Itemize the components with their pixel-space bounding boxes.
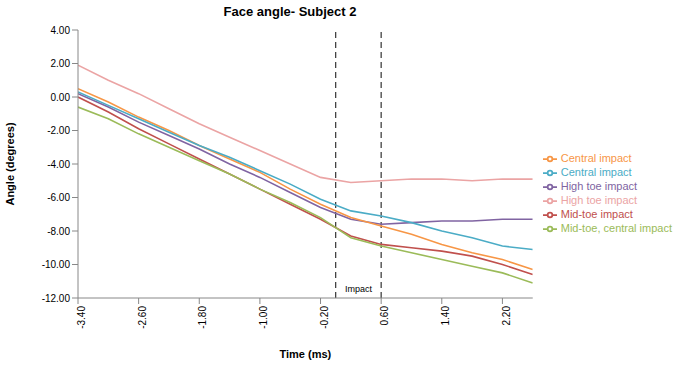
- svg-text:-12.00: -12.00: [42, 293, 71, 304]
- svg-text:1.40: 1.40: [440, 306, 451, 326]
- svg-text:-2.00: -2.00: [47, 125, 70, 136]
- svg-text:0.60: 0.60: [379, 306, 390, 326]
- html-text:Mid-toe, central impact: Mid-toe, central impact: [560, 222, 672, 235]
- svg-text:-3.40: -3.40: [76, 306, 87, 329]
- svg-text:-0.20: -0.20: [319, 306, 330, 329]
- svg-text:Impact: Impact: [345, 284, 373, 294]
- svg-text:-4.00: -4.00: [47, 159, 70, 170]
- svg-text:2.00: 2.00: [51, 58, 71, 69]
- svg-text:2.20: 2.20: [501, 306, 512, 326]
- html-text:Central impact: Central impact: [560, 165, 632, 178]
- svg-text:-2.60: -2.60: [137, 306, 148, 329]
- html-text:Face angle- Subject 2: Face angle- Subject 2: [223, 4, 357, 19]
- html-text:Central impact: Central impact: [560, 151, 632, 164]
- html-text:High toe impact: High toe impact: [560, 194, 638, 206]
- svg-text:Time (ms): Time (ms): [279, 348, 331, 360]
- svg-text:4.00: 4.00: [51, 25, 71, 36]
- html-text:High toe impact: High toe impact: [560, 179, 638, 192]
- html-text:Mid-toe impact: Mid-toe impact: [560, 208, 633, 221]
- svg-text:0.00: 0.00: [51, 92, 71, 103]
- svg-text:-10.00: -10.00: [42, 259, 71, 270]
- svg-text:-1.00: -1.00: [258, 306, 269, 329]
- svg-text:-6.00: -6.00: [47, 192, 70, 203]
- svg-text:-8.00: -8.00: [47, 226, 70, 237]
- svg-text:Angle (degrees): Angle (degrees): [4, 122, 16, 205]
- svg-text:-1.80: -1.80: [197, 306, 208, 329]
